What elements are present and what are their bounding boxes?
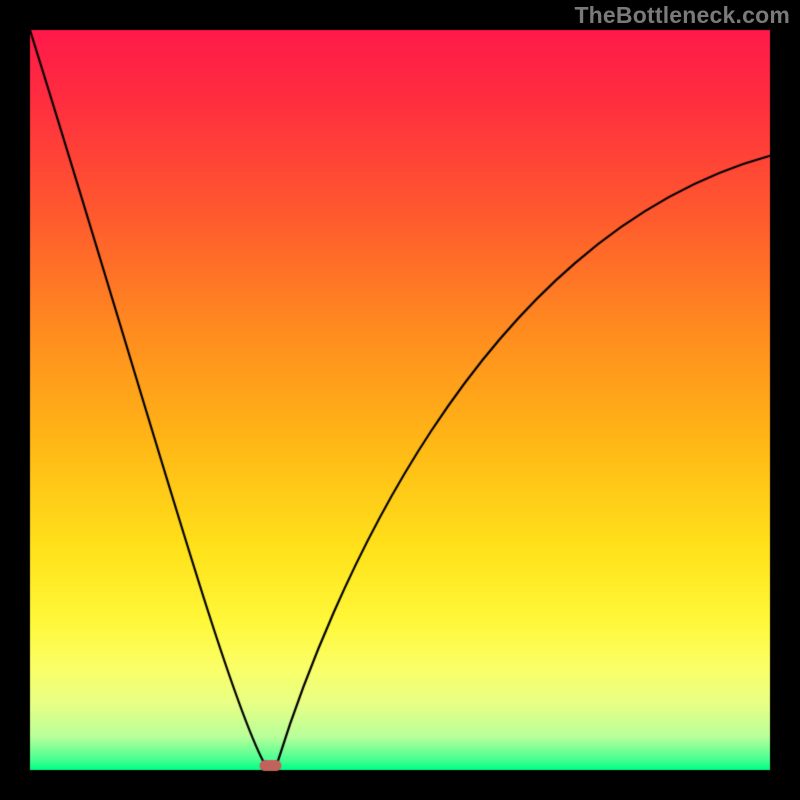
chart-container: TheBottleneck.com	[0, 0, 800, 800]
watermark-label: TheBottleneck.com	[574, 2, 790, 29]
bottleneck-chart-canvas	[0, 0, 800, 800]
